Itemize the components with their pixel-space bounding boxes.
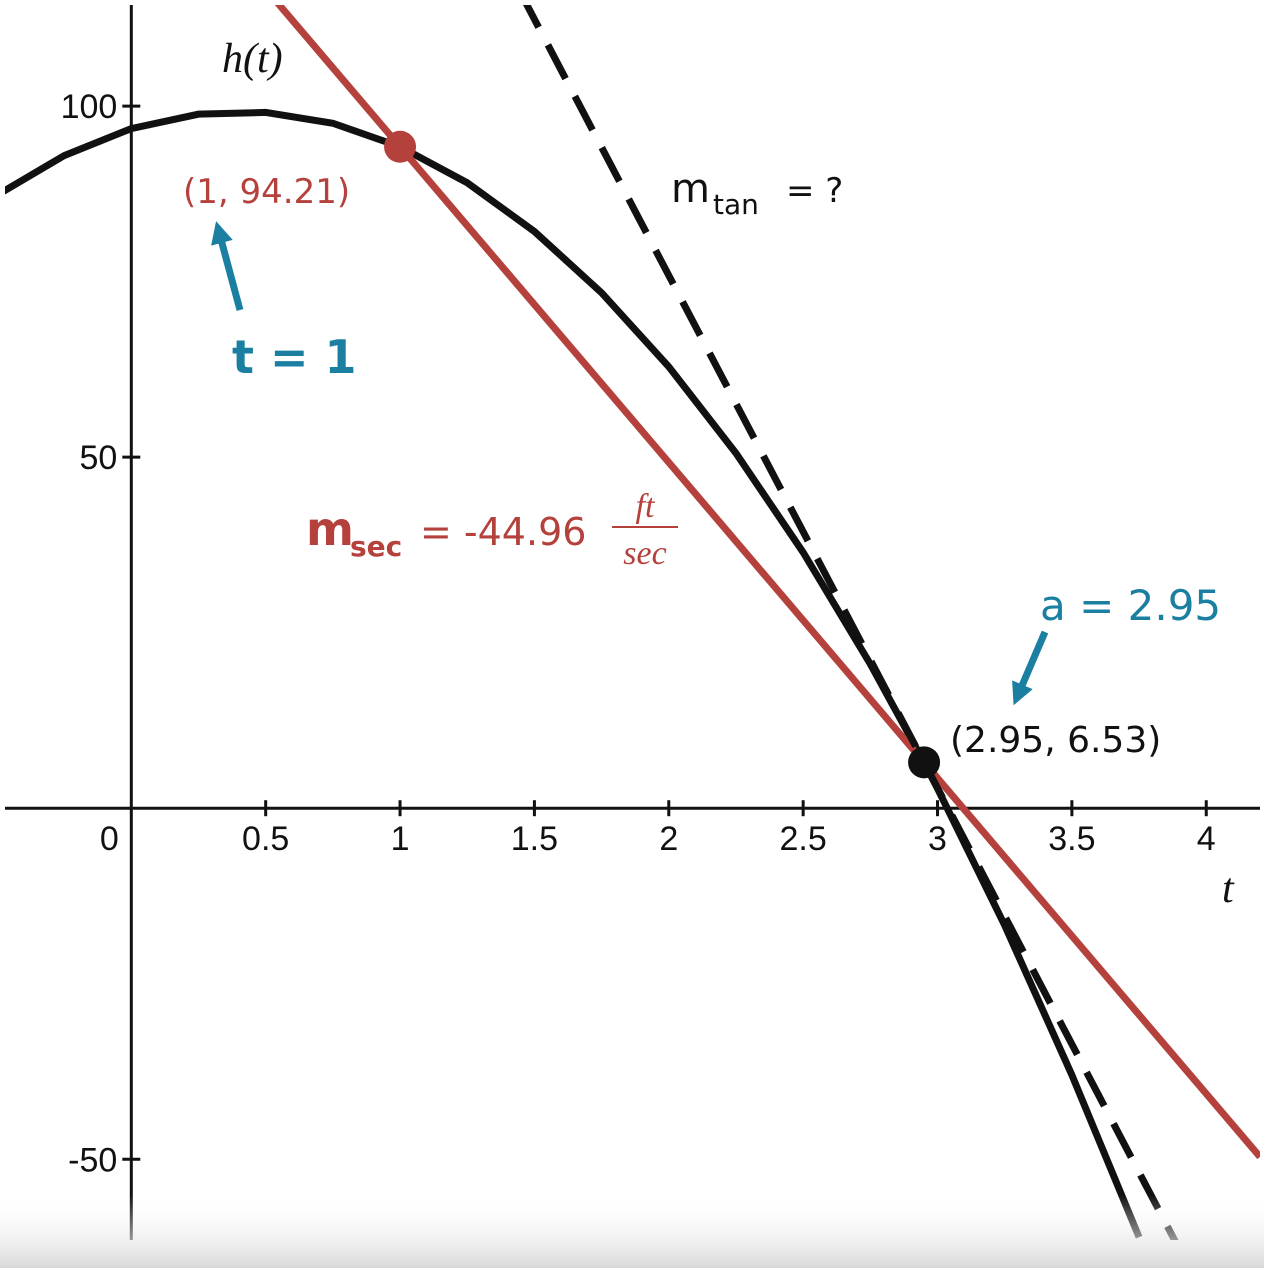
secant-value: = -44.96 xyxy=(420,510,586,554)
axes: 0 0.5 1 1.5 2 2.5 3 3.5 4 -50 50 100 xyxy=(5,5,1260,1240)
tangent-value: = ? xyxy=(786,171,843,211)
point xyxy=(384,130,417,163)
unit-numerator: ft xyxy=(636,488,656,525)
arrow xyxy=(211,221,244,311)
y-tick-label: -50 xyxy=(68,1141,117,1179)
bottom-shadow xyxy=(0,1195,1264,1268)
point-label: (2.95, 6.53) xyxy=(950,720,1161,761)
tangent-m: m xyxy=(671,166,710,212)
line xyxy=(5,108,1143,1239)
secant-m: m xyxy=(306,502,354,556)
x-tick-label: 4 xyxy=(1197,820,1216,858)
x-tick-label: 3 xyxy=(928,820,947,858)
x-tick-label: 1.5 xyxy=(511,820,558,858)
x-axis-label: t xyxy=(1222,866,1235,912)
point-note: a = 2.95 xyxy=(1040,581,1221,630)
x-tick-label: 0 xyxy=(100,820,119,858)
x-tick-label: 3.5 xyxy=(1048,820,1095,858)
tangent-line xyxy=(523,5,1179,1240)
point-label: (1, 94.21) xyxy=(183,172,350,212)
x-tick-label: 2.5 xyxy=(780,820,827,858)
arrow xyxy=(1012,630,1049,706)
x-tick-label: 1 xyxy=(391,820,410,858)
secant-sub: sec xyxy=(350,530,402,563)
x-tick-label: 0.5 xyxy=(242,820,289,858)
tangent-sub: tan xyxy=(713,188,759,221)
x-tick-label: 2 xyxy=(659,820,678,858)
line xyxy=(274,5,1260,1160)
y-tick-label: 50 xyxy=(79,439,117,477)
point xyxy=(908,746,941,779)
unit-denominator: sec xyxy=(623,535,666,572)
point-note: t = 1 xyxy=(232,330,357,384)
curve-label: h(t) xyxy=(222,36,283,82)
y-tick-label: 100 xyxy=(61,88,118,126)
